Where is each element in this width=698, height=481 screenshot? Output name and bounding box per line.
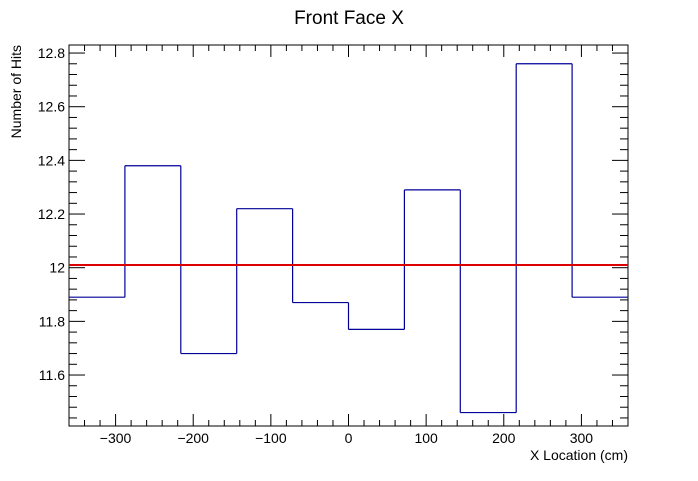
- x-tick-label: −300: [100, 430, 132, 446]
- chart-title: Front Face X: [294, 8, 404, 29]
- x-tick-label: 0: [345, 430, 353, 446]
- y-tick-label: 12.2: [38, 206, 65, 222]
- x-tick-label: −200: [177, 430, 209, 446]
- y-tick-label: 12.4: [38, 152, 65, 168]
- y-tick-label: 12.8: [38, 45, 65, 61]
- x-axis-title: X Location (cm): [530, 447, 628, 463]
- x-tick-label: 100: [414, 430, 438, 446]
- y-tick-label: 11.6: [39, 367, 65, 383]
- y-tick-label: 11.8: [39, 313, 65, 329]
- x-tick-label: 200: [492, 430, 516, 446]
- plot-frame: [68, 44, 629, 427]
- x-tick-label: −100: [255, 430, 287, 446]
- x-tick-label: 300: [570, 430, 594, 446]
- y-axis-title: Number of Hits: [8, 45, 24, 138]
- y-tick-label: 12.6: [38, 99, 65, 115]
- y-tick-label: 12: [49, 260, 65, 276]
